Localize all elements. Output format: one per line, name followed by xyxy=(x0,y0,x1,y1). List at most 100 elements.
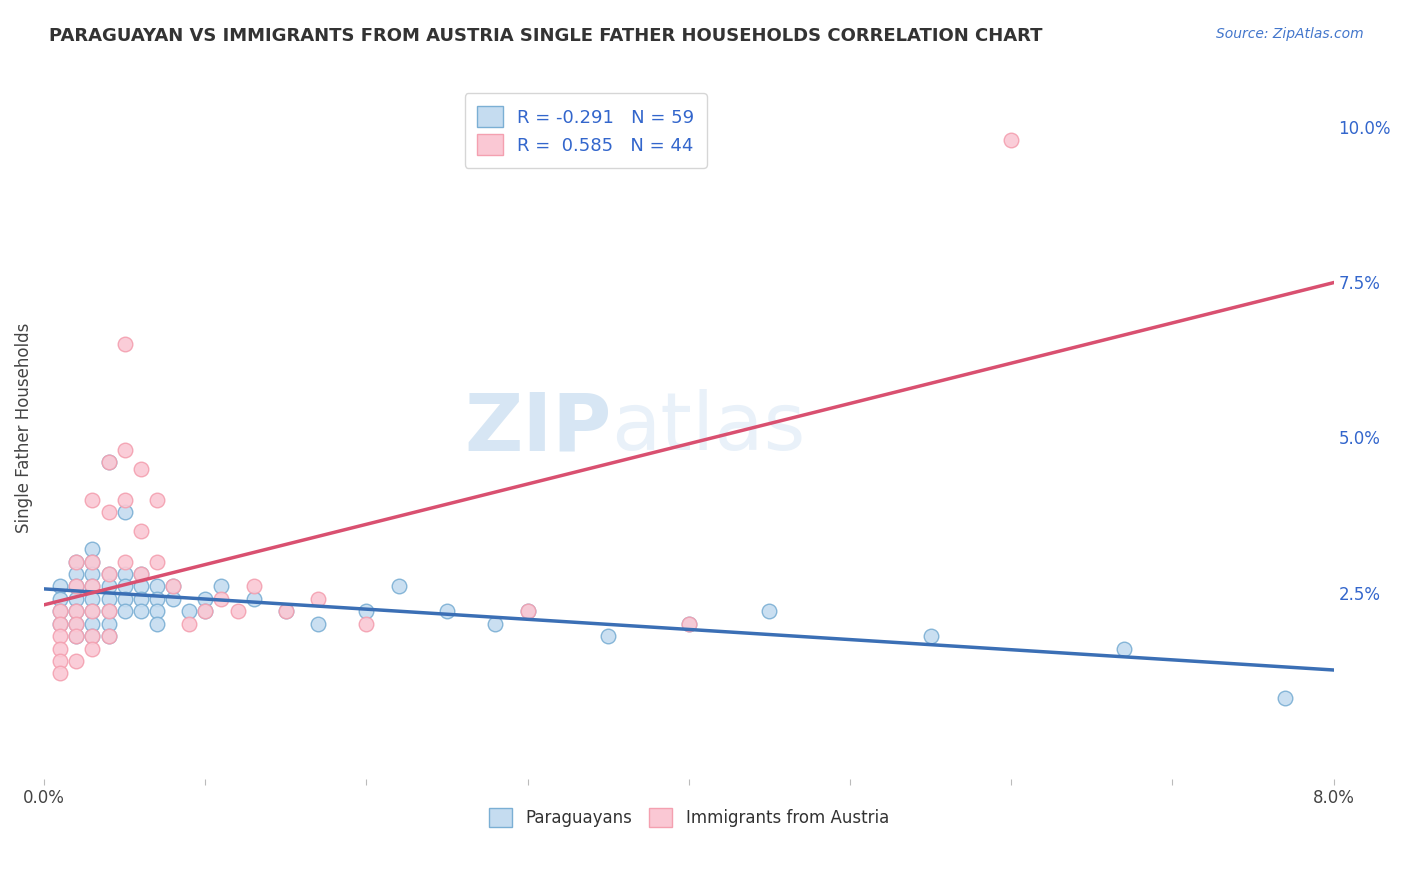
Point xyxy=(97,455,120,469)
Point xyxy=(129,579,152,593)
Point xyxy=(82,579,104,593)
Point xyxy=(82,567,104,582)
Point xyxy=(65,555,87,569)
Point xyxy=(162,579,184,593)
Text: ZIP: ZIP xyxy=(464,389,612,467)
Point xyxy=(129,604,152,618)
Point xyxy=(114,604,136,618)
Point xyxy=(65,616,87,631)
Point xyxy=(516,604,538,618)
Point xyxy=(678,616,700,631)
Point xyxy=(97,567,120,582)
Point xyxy=(129,524,152,538)
Point xyxy=(307,591,329,606)
Point xyxy=(82,492,104,507)
Point xyxy=(129,567,152,582)
Point xyxy=(129,461,152,475)
Point xyxy=(114,591,136,606)
Point xyxy=(82,629,104,643)
Point xyxy=(97,616,120,631)
Text: atlas: atlas xyxy=(612,389,806,467)
Legend: Paraguayans, Immigrants from Austria: Paraguayans, Immigrants from Austria xyxy=(482,801,896,834)
Point xyxy=(97,579,120,593)
Point xyxy=(194,604,217,618)
Point xyxy=(307,616,329,631)
Point xyxy=(49,654,72,668)
Point xyxy=(484,616,506,631)
Point xyxy=(65,629,87,643)
Point xyxy=(82,555,104,569)
Point xyxy=(162,591,184,606)
Point xyxy=(146,604,169,618)
Point xyxy=(356,616,378,631)
Point xyxy=(356,604,378,618)
Point xyxy=(82,591,104,606)
Point xyxy=(114,505,136,519)
Point xyxy=(82,616,104,631)
Point xyxy=(114,492,136,507)
Point xyxy=(97,455,120,469)
Point xyxy=(82,579,104,593)
Point xyxy=(65,555,87,569)
Point xyxy=(146,616,169,631)
Point xyxy=(82,555,104,569)
Point xyxy=(97,591,120,606)
Point xyxy=(274,604,297,618)
Point xyxy=(65,567,87,582)
Point xyxy=(65,616,87,631)
Point xyxy=(65,629,87,643)
Point xyxy=(920,629,942,643)
Point xyxy=(436,604,458,618)
Point xyxy=(179,616,201,631)
Point xyxy=(129,567,152,582)
Point xyxy=(49,604,72,618)
Point xyxy=(242,579,264,593)
Point xyxy=(65,604,87,618)
Point xyxy=(274,604,297,618)
Point xyxy=(146,579,169,593)
Point xyxy=(114,442,136,457)
Point xyxy=(49,641,72,656)
Point xyxy=(678,616,700,631)
Point xyxy=(97,629,120,643)
Point xyxy=(65,591,87,606)
Point xyxy=(1274,691,1296,706)
Point xyxy=(758,604,780,618)
Y-axis label: Single Father Households: Single Father Households xyxy=(15,323,32,533)
Point xyxy=(146,555,169,569)
Point xyxy=(97,604,120,618)
Point xyxy=(194,591,217,606)
Point xyxy=(65,604,87,618)
Point xyxy=(209,579,232,593)
Point xyxy=(49,616,72,631)
Point xyxy=(49,591,72,606)
Point xyxy=(65,579,87,593)
Point xyxy=(49,579,72,593)
Point xyxy=(598,629,620,643)
Point xyxy=(114,555,136,569)
Point xyxy=(97,567,120,582)
Text: PARAGUAYAN VS IMMIGRANTS FROM AUSTRIA SINGLE FATHER HOUSEHOLDS CORRELATION CHART: PARAGUAYAN VS IMMIGRANTS FROM AUSTRIA SI… xyxy=(49,27,1043,45)
Point xyxy=(162,579,184,593)
Point xyxy=(82,641,104,656)
Text: Source: ZipAtlas.com: Source: ZipAtlas.com xyxy=(1216,27,1364,41)
Point xyxy=(65,654,87,668)
Point xyxy=(49,666,72,681)
Point xyxy=(209,591,232,606)
Point xyxy=(82,629,104,643)
Point xyxy=(129,591,152,606)
Point xyxy=(49,629,72,643)
Point xyxy=(82,542,104,557)
Point xyxy=(146,591,169,606)
Point xyxy=(114,337,136,351)
Point xyxy=(226,604,249,618)
Point xyxy=(388,579,411,593)
Point xyxy=(82,604,104,618)
Point xyxy=(82,604,104,618)
Point xyxy=(242,591,264,606)
Point xyxy=(1112,641,1135,656)
Point xyxy=(114,567,136,582)
Point xyxy=(194,604,217,618)
Point xyxy=(1000,132,1022,146)
Point xyxy=(97,629,120,643)
